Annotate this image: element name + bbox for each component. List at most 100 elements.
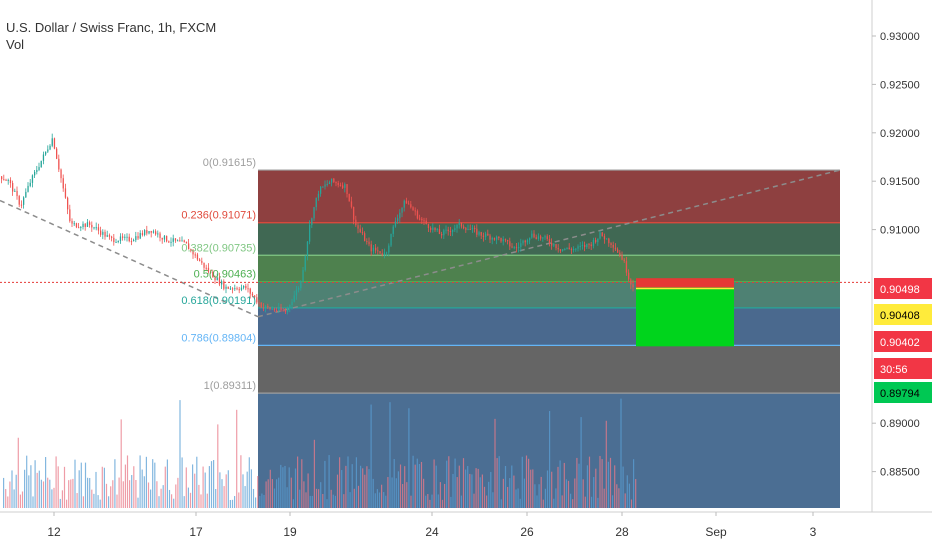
candle-body: [581, 245, 584, 247]
candle-body: [322, 186, 324, 188]
candle-body: [401, 207, 403, 213]
volume-bar: [351, 464, 353, 508]
candle-body: [509, 241, 511, 247]
candle-body: [157, 233, 159, 235]
volume-bar: [502, 478, 504, 508]
candle-body: [463, 226, 465, 229]
volume-bar: [297, 456, 299, 508]
volume-bar: [118, 477, 120, 508]
volume-bar: [517, 488, 519, 508]
volume-bar: [599, 455, 601, 508]
fib-level-label: 0.382(0.90735): [181, 242, 256, 254]
volume-bar: [234, 496, 236, 508]
volume-bar: [259, 495, 261, 508]
candle-body: [632, 284, 634, 288]
candle-body: [262, 307, 265, 309]
candle-body: [267, 306, 269, 308]
candle-body: [128, 236, 130, 242]
volume-bar: [515, 489, 517, 508]
candle-body: [364, 233, 366, 242]
volume-bar: [87, 477, 89, 508]
candle-body: [630, 279, 632, 285]
volume-bar: [204, 472, 206, 508]
volume-bar: [120, 419, 122, 508]
volume-bar: [179, 400, 181, 508]
candle-body: [104, 231, 106, 237]
volume-bar: [427, 493, 429, 508]
candle-body: [359, 228, 361, 233]
candle-body: [595, 240, 597, 243]
candle-body: [227, 286, 229, 289]
volume-bar: [95, 471, 97, 508]
candle-body: [240, 287, 243, 290]
candle-body: [62, 178, 64, 189]
candle-body: [588, 243, 590, 245]
volume-bar: [208, 466, 210, 508]
candle-body: [394, 221, 397, 227]
volume-bar: [93, 493, 95, 508]
volume-bar: [303, 481, 305, 508]
volume-bar: [244, 486, 246, 508]
volume-bar: [525, 455, 528, 508]
volume-bar: [154, 462, 156, 508]
candle-body: [511, 246, 513, 248]
candle-body: [357, 225, 359, 229]
volume-bar: [238, 492, 240, 508]
candle-body: [218, 277, 221, 285]
candle-body: [474, 227, 476, 229]
candle-body: [491, 237, 493, 240]
candle-body: [623, 259, 625, 262]
volume-bar: [192, 464, 194, 508]
volume-bar: [145, 456, 147, 508]
volume-bar: [51, 489, 53, 508]
position-stop-zone: [636, 278, 734, 288]
candle-body: [535, 237, 537, 239]
candle-body: [568, 247, 570, 249]
volume-bar: [603, 488, 605, 508]
candle-body: [174, 238, 177, 241]
candle-body: [410, 204, 412, 208]
y-tick-label: 0.89000: [880, 418, 920, 430]
volume-bar: [633, 459, 635, 508]
candle-body: [273, 308, 276, 311]
volume-bar: [5, 489, 7, 508]
volume-bar: [353, 488, 355, 508]
candle-body: [53, 138, 56, 149]
candle-body: [458, 222, 460, 225]
candle-body: [166, 235, 168, 242]
candle-body: [326, 184, 328, 186]
volume-bar: [551, 471, 553, 508]
volume-bar: [301, 459, 303, 508]
volume-bar: [273, 488, 276, 508]
candle-body: [339, 184, 342, 186]
price-label-bg: [874, 358, 932, 379]
candle-body: [366, 241, 368, 243]
candle-body: [337, 183, 339, 185]
candle-body: [496, 236, 498, 240]
volume-bar: [202, 466, 204, 508]
volume-bar: [437, 494, 439, 508]
volume-bar: [63, 466, 66, 508]
volume-bar: [133, 466, 135, 508]
volume-bar: [561, 495, 563, 508]
x-tick-label: 26: [520, 525, 534, 539]
candle-body: [559, 249, 562, 251]
volume-bar: [141, 469, 143, 508]
volume-bar: [114, 459, 116, 508]
x-tick-label: 12: [47, 525, 61, 539]
volume-bar: [210, 461, 213, 508]
volume-bar: [420, 461, 423, 508]
price-label: 0.90402: [880, 337, 920, 349]
candle-body: [408, 203, 410, 205]
candle-body: [170, 241, 172, 243]
candle-body: [460, 222, 463, 227]
candle-body: [498, 236, 500, 238]
volume-bar: [324, 460, 326, 508]
candle-body: [36, 169, 38, 172]
candle-body: [414, 210, 416, 212]
candle-body: [592, 240, 595, 247]
volume-bar: [282, 467, 284, 508]
candle-body: [390, 233, 392, 246]
candle-body: [214, 277, 216, 281]
